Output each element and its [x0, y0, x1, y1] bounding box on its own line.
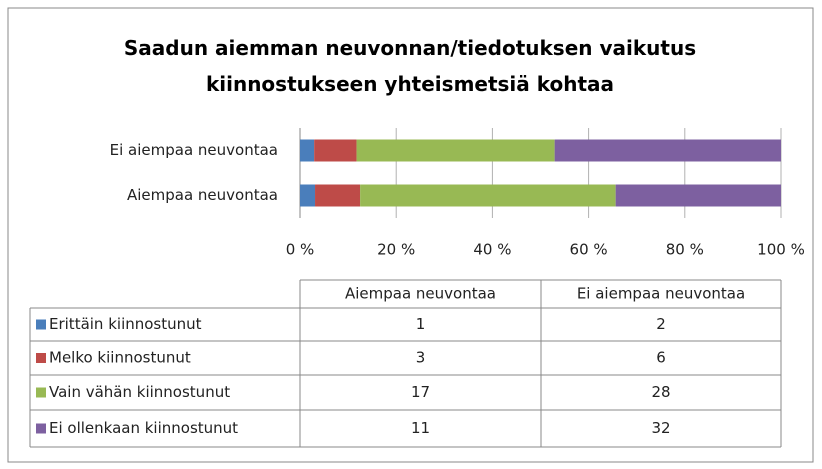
legend-swatch [36, 319, 46, 330]
x-tick-label: 100 % [757, 241, 805, 259]
legend-label: Vain vähän kiinnostunut [49, 383, 230, 401]
bar-segment [554, 139, 781, 162]
y-tick-label: Aiempaa neuvontaa [127, 186, 278, 204]
table-cell: 6 [656, 349, 666, 367]
table-cell: 2 [656, 315, 666, 333]
chart-title: Saadun aiemman neuvonnan/tiedotuksen vai… [123, 36, 697, 96]
table-header: Ei aiempaa neuvontaa [577, 285, 745, 303]
legend-swatch [36, 423, 46, 434]
legend-label: Melko kiinnostunut [49, 349, 191, 367]
y-tick-label: Ei aiempaa neuvontaa [110, 141, 278, 159]
table-cell: 32 [651, 419, 670, 437]
bar-segment [315, 184, 361, 207]
bar-segment [300, 184, 316, 207]
x-tick-label: 60 % [570, 241, 608, 259]
bar-segment [356, 139, 555, 162]
legend-swatch [36, 353, 46, 363]
table-cell: 1 [416, 315, 426, 333]
legend-label: Ei ollenkaan kiinnostunut [49, 419, 238, 437]
bar-segment [314, 139, 357, 162]
chart-border [7, 7, 814, 463]
legend-swatch [36, 387, 46, 398]
table-cell: 28 [651, 383, 670, 401]
table-cell: 3 [416, 349, 426, 367]
x-tick-label: 20 % [377, 241, 415, 259]
x-tick-label: 40 % [473, 241, 511, 259]
bar-segment [360, 184, 616, 207]
table-header: Aiempaa neuvontaa [345, 285, 496, 303]
table-cell: 17 [411, 383, 430, 401]
bar-segment [300, 139, 315, 162]
x-tick-label: 0 % [286, 241, 315, 259]
legend-label: Erittäin kiinnostunut [49, 315, 202, 333]
table-cell: 11 [411, 419, 430, 437]
bar-segment [615, 184, 781, 207]
x-tick-label: 80 % [666, 241, 704, 259]
